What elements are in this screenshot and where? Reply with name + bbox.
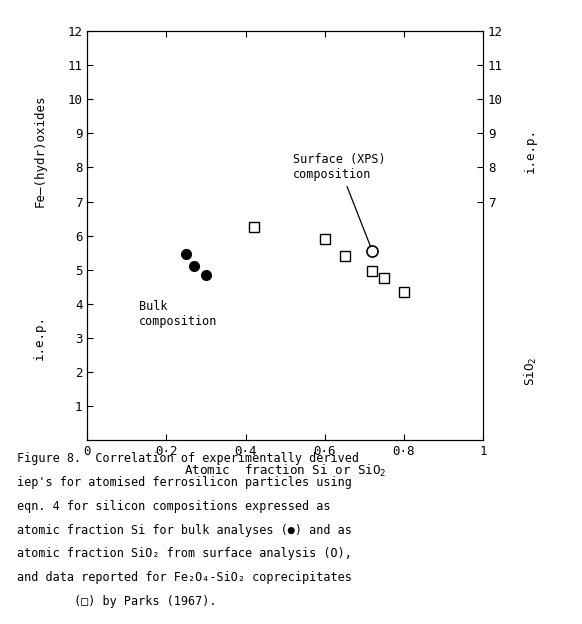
Text: and data reported for Fe₂O₄-SiO₂ coprecipitates: and data reported for Fe₂O₄-SiO₂ copreci… (17, 571, 352, 584)
Text: Fe–(hydr)oxides: Fe–(hydr)oxides (33, 94, 47, 207)
Text: i.e.p.: i.e.p. (524, 128, 537, 173)
Text: Figure 8.  Correlation of experimentally derived: Figure 8. Correlation of experimentally … (17, 452, 360, 466)
Text: atomic fraction Si for bulk analyses (●) and as: atomic fraction Si for bulk analyses (●)… (17, 524, 352, 537)
Text: SiO$_2$: SiO$_2$ (523, 357, 538, 386)
X-axis label: Atomic  fraction Si or SiO$_2$: Atomic fraction Si or SiO$_2$ (184, 464, 386, 479)
Text: Surface (XPS)
composition: Surface (XPS) composition (293, 153, 386, 248)
Text: i.e.p.: i.e.p. (33, 315, 47, 360)
Text: eqn. 4 for silicon compositions expressed as: eqn. 4 for silicon compositions expresse… (17, 500, 331, 513)
Text: iep's for atomised ferrosilicon particles using: iep's for atomised ferrosilicon particle… (17, 476, 352, 489)
Text: Bulk
composition: Bulk composition (139, 300, 217, 328)
Text: atomic fraction SiO₂ from surface analysis (O),: atomic fraction SiO₂ from surface analys… (17, 547, 352, 560)
Text: (□) by Parks (1967).: (□) by Parks (1967). (17, 595, 217, 608)
